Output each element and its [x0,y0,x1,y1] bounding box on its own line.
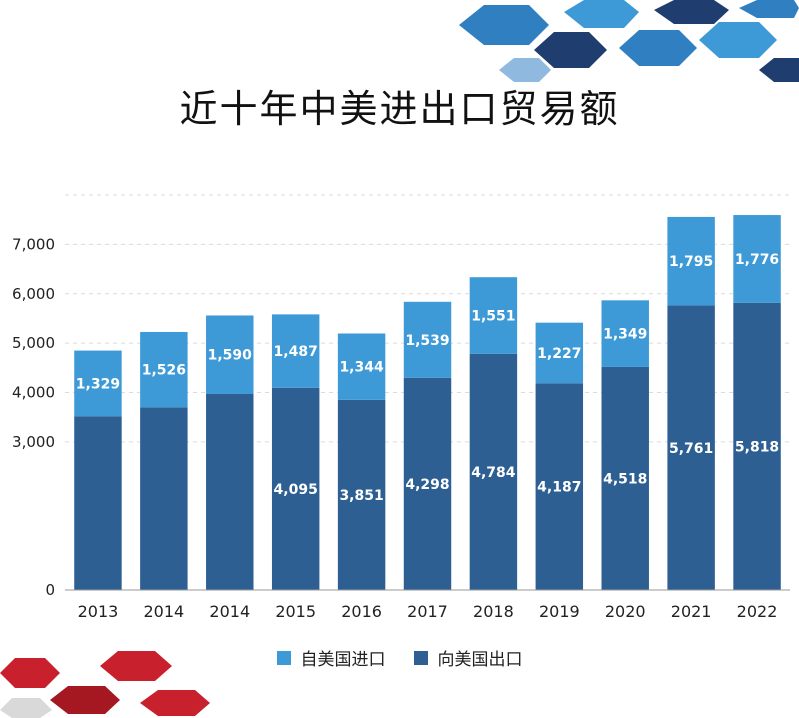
decorative-hexagon-pattern-bottom [0,651,210,718]
bar-label-import: 1,329 [76,376,120,392]
legend: 自美国进口 向美国出口 [0,645,799,670]
bar-export [469,353,518,590]
bar-import [403,301,452,378]
deco-hexagon [0,698,52,718]
deco-hexagon [699,22,777,58]
decorative-hexagon-pattern-top [459,0,799,82]
legend-label-export: 向美国出口 [437,650,523,670]
deco-hexagon [140,690,210,716]
x-axis: 2013 2014 2014 2015 2016 2017 2018 2019 2020 2021… [78,602,778,621]
legend-item-export: 向美国出口 [413,645,523,670]
bar-export [601,366,649,590]
deco-hexagon [759,58,799,82]
deco-hexagon [564,0,639,28]
deco-hexagon [499,58,551,82]
y-tick-label: 6,000 [12,285,55,303]
bar-export [337,399,386,590]
bar-import [601,300,649,367]
bar-import [469,277,518,354]
x-tick-label: 2015 [275,602,316,621]
x-tick-label: 2019 [539,602,580,621]
x-tick-label: 2014 [144,602,185,621]
bar-label-import: 1,349 [603,327,647,343]
legend-item-import: 自美国进口 [276,645,386,670]
bar-import [667,216,715,306]
bar-import [733,215,781,303]
deco-hexagon [739,0,799,18]
bar-export [271,387,320,590]
bar-export [667,305,715,590]
y-tick-label: 7,000 [12,235,55,253]
x-tick-label: 2016 [341,602,382,621]
bar-label-export: 5,761 [669,441,713,457]
bar-label-export: 5,818 [735,439,779,455]
bar-label-export: 4,298 [405,477,449,493]
x-tick-label: 2013 [78,602,119,621]
y-tick-label: 5,000 [12,334,55,352]
bar-label-import: 1,526 [142,363,186,379]
deco-hexagon [534,32,607,68]
bar-label-export: 4,518 [603,471,647,487]
bar-label-import: 1,227 [537,346,581,362]
bar-label-import: 1,590 [208,348,253,364]
bar-label-import: 1,795 [669,254,713,270]
x-tick-label: 2014 [209,602,250,621]
x-tick-label: 2020 [605,602,646,621]
bar-label-import: 1,344 [339,360,384,376]
bar-import [337,333,386,400]
legend-label-import: 自美国进口 [300,650,386,670]
bar-export [733,302,781,590]
bar-export [74,416,122,590]
y-tick-label: 3,000 [12,433,55,451]
bar-import [140,331,188,408]
legend-swatch-export [413,650,428,665]
bar-import [535,322,584,384]
deco-hexagon [50,686,120,714]
x-tick-label: 2022 [737,602,778,621]
deco-hexagon [0,658,60,688]
x-tick-label: 2018 [473,602,514,621]
bar-label-import: 1,776 [735,252,779,268]
bar-import [74,350,122,417]
bar-import [271,314,320,388]
bar-export [206,393,254,590]
bar-label-import: 1,551 [471,308,515,324]
bar-label-export: 4,784 [471,465,516,481]
bar-export [140,407,188,590]
y-tick-label: 0 [45,581,55,599]
bar-label-import: 1,539 [405,333,449,349]
y-tick-label: 4,000 [12,384,55,402]
deco-hexagon [654,0,729,24]
deco-hexagon [459,5,549,45]
x-tick-label: 2021 [671,602,712,621]
deco-hexagon [619,30,697,66]
chart-title: 近十年中美进出口贸易额 [179,87,620,131]
bar-label-export: 4,095 [274,482,318,498]
bar-export [535,383,584,590]
legend-swatch-import [276,650,291,665]
bar-export [403,377,452,590]
bar-label-export: 4,187 [537,480,581,496]
bars: 1,329 1,526 1,590 4,095 1,487 3,851 1,344 4,298… [74,215,781,590]
bar-label-import: 1,487 [274,344,318,360]
bar-label-export: 3,851 [339,488,383,504]
x-tick-label: 2017 [407,602,448,621]
deco-hexagon [100,651,172,681]
y-axis: 0 3,000 4,000 5,000 6,000 7,000 [12,235,55,599]
bar-import [206,315,254,394]
